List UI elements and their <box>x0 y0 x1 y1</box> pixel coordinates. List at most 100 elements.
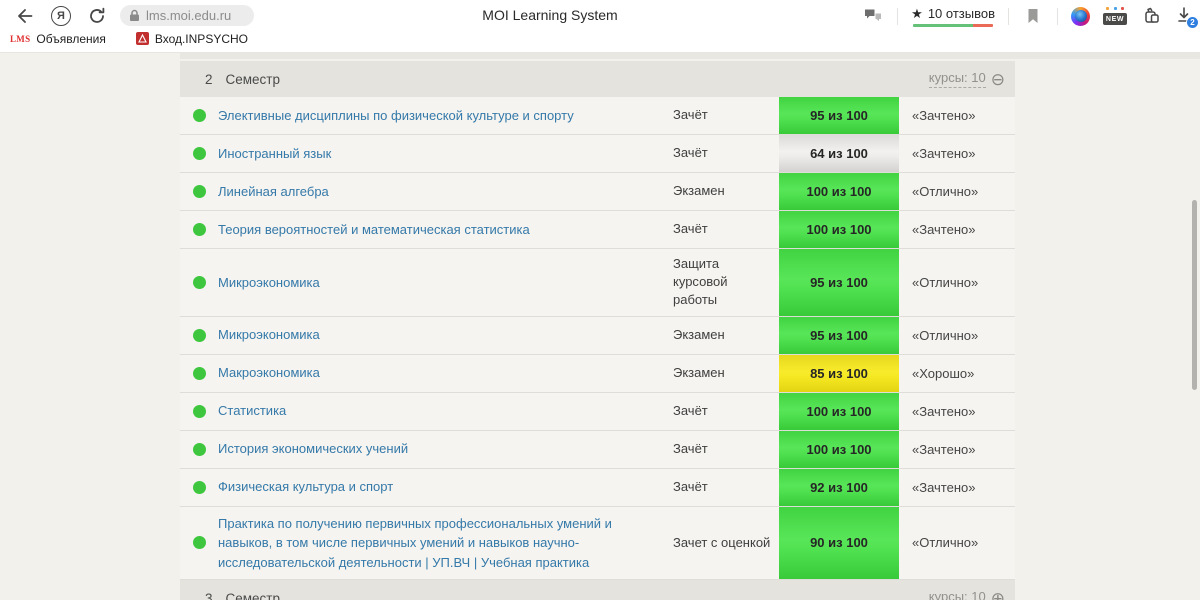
star-icon: ★ <box>911 5 923 21</box>
grades-table: 2 Семестр курсы: 10 ⊖ Элективные дисципл… <box>180 61 1015 600</box>
course-link[interactable]: Практика по получению первичных професси… <box>218 515 612 570</box>
course-link[interactable]: Статистика <box>218 403 287 419</box>
grade-text: «Хорошо» <box>912 365 975 381</box>
exam-type: Зачёт <box>673 221 708 237</box>
toolbar-divider <box>1057 7 1058 25</box>
status-dot-cell <box>180 317 218 354</box>
score-badge: 100 из 100 <box>779 211 899 248</box>
status-dot-icon <box>192 366 206 380</box>
extension-circle-icon[interactable] <box>1071 6 1090 26</box>
status-dot-cell <box>180 507 218 580</box>
inpsycho-favicon <box>135 32 149 45</box>
status-dot-icon <box>192 147 206 160</box>
site-rating-button[interactable]: ★ 10 отзывов <box>911 6 995 27</box>
grade-text: «Отлично» <box>912 535 979 551</box>
courses-count-link[interactable]: курсы: 10 <box>929 589 986 600</box>
download-count-badge: 2 <box>1186 16 1199 29</box>
course-link[interactable]: Физическая культура и спорт <box>218 479 394 495</box>
rating-text: 10 отзывов <box>927 6 995 21</box>
status-dot-icon <box>192 442 206 456</box>
expand-icon[interactable]: ⊕ <box>990 588 1005 600</box>
score-badge: 100 из 100 <box>779 173 899 210</box>
course-link[interactable]: Макроэкономика <box>218 365 320 381</box>
url-text: lms.moi.edu.ru <box>146 8 232 23</box>
course-link[interactable]: История экономических учений <box>218 441 409 457</box>
collapse-icon[interactable]: ⊖ <box>990 69 1005 89</box>
semester-title: Семестр <box>225 590 281 600</box>
status-dot-icon <box>192 480 206 494</box>
status-dot-icon <box>192 404 206 418</box>
score-badge: 92 из 100 <box>779 468 899 506</box>
downloads-button[interactable]: 2 <box>1175 6 1199 29</box>
address-bar[interactable]: lms.moi.edu.ru <box>120 5 254 26</box>
status-dot-icon <box>192 328 206 342</box>
page-title: MOI Learning System <box>482 7 618 23</box>
bookmark-item-announcements[interactable]: LMS Объявления <box>10 32 106 46</box>
collections-tag-icon <box>1144 7 1159 23</box>
score-badge: 64 из 100 <box>779 135 899 172</box>
status-dot-cell <box>180 135 218 172</box>
status-dot-cell <box>180 173 218 210</box>
semester-3-header: 3 Семестр курсы: 10 ⊕ <box>180 580 1015 600</box>
status-dot-icon <box>192 109 206 122</box>
browser-toolbar: Я lms.moi.edu.ru MOI Learning System ★ 1… <box>0 0 1200 53</box>
course-link[interactable]: Иностранный язык <box>218 145 332 161</box>
lms-favicon: LMS <box>10 33 31 44</box>
yandex-home-button[interactable]: Я <box>50 5 72 27</box>
bookmark-label: Вход.INPSYCHO <box>154 31 248 46</box>
exam-type: Зачет с оценкой <box>673 534 771 550</box>
vertical-scrollbar-thumb[interactable] <box>1192 200 1197 390</box>
extension-new-icon[interactable]: NEW <box>1103 6 1127 26</box>
grade-text: «Зачтено» <box>912 479 976 495</box>
back-button[interactable] <box>14 5 36 27</box>
status-dot-cell <box>180 431 218 468</box>
grade-text: «Зачтено» <box>912 403 976 419</box>
course-link[interactable]: Линейная алгебра <box>218 183 329 199</box>
course-link[interactable]: Элективные дисциплины по физической куль… <box>218 107 574 123</box>
status-dot-cell <box>180 393 218 430</box>
previous-section-edge <box>180 53 1200 59</box>
semester-number: 2 <box>205 71 213 87</box>
score-badge: 95 из 100 <box>779 316 899 354</box>
status-dot-cell <box>180 355 218 392</box>
course-row: Иностранный язык Зачёт 64 из 100 «Зачтен… <box>180 135 1015 173</box>
refresh-icon <box>90 7 105 23</box>
status-dot-icon <box>192 536 206 550</box>
course-row: Теория вероятностей и математическая ста… <box>180 211 1015 249</box>
bookmark-label: Объявления <box>36 31 106 46</box>
exam-type: Экзамен <box>673 326 725 342</box>
exam-type: Зачёт <box>673 145 708 161</box>
course-row: Макроэкономика Экзамен 85 из 100 «Хорошо… <box>180 354 1015 393</box>
new-icon-dots <box>1106 7 1124 11</box>
bookmark-button[interactable] <box>1022 5 1044 27</box>
exam-type: Зачёт <box>673 478 708 494</box>
refresh-button[interactable] <box>86 5 108 27</box>
score-badge: 95 из 100 <box>779 97 899 134</box>
course-row: Линейная алгебра Экзамен 100 из 100 «Отл… <box>180 173 1015 211</box>
grade-text: «Отлично» <box>912 327 979 343</box>
toolbar-divider <box>1008 7 1009 25</box>
grade-text: «Зачтено» <box>912 146 976 161</box>
bookmark-item-inpsycho[interactable]: Вход.INPSYCHO <box>135 31 248 46</box>
courses-count-link[interactable]: курсы: 10 <box>928 70 986 88</box>
course-row: Статистика Зачёт 100 из 100 «Зачтено» <box>180 392 1015 431</box>
exam-type: Зачёт <box>673 440 708 456</box>
toolbar-right-icons: ★ 10 отзывов NEW 2 <box>862 2 1199 30</box>
semester-2-header: 2 Семестр курсы: 10 ⊖ <box>180 61 1015 97</box>
bookmarks-bar: LMS Объявления Вход.INPSYCHO <box>0 30 1200 47</box>
course-row: Практика по получению первичных професси… <box>180 506 1015 581</box>
status-dot-cell <box>180 97 218 134</box>
nav-controls: Я <box>14 4 108 28</box>
bookmark-flag-icon <box>1028 9 1038 23</box>
course-link[interactable]: Теория вероятностей и математическая ста… <box>218 221 530 237</box>
score-badge: 85 из 100 <box>779 354 899 392</box>
exam-type: Зачёт <box>673 402 708 418</box>
lock-icon <box>130 9 139 21</box>
collections-button[interactable] <box>1140 5 1162 27</box>
status-dot-icon <box>192 185 206 198</box>
score-badge: 95 из 100 <box>779 249 899 316</box>
feedback-button[interactable] <box>862 5 884 27</box>
course-link[interactable]: Микроэкономика <box>218 274 320 290</box>
course-link[interactable]: Микроэкономика <box>218 327 320 343</box>
